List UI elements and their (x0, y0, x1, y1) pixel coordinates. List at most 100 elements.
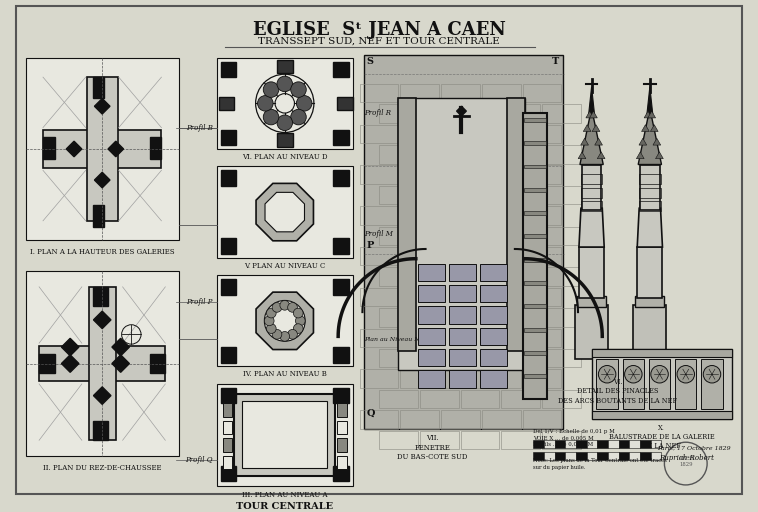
Bar (418, 370, 445, 388)
Polygon shape (112, 338, 130, 356)
Bar (217, 166, 352, 258)
Circle shape (703, 366, 721, 383)
Bar (92, 77, 104, 98)
Bar (501, 267, 540, 286)
Bar (701, 359, 722, 409)
Bar (639, 174, 660, 184)
Bar (441, 84, 480, 102)
Bar (221, 279, 236, 294)
Bar (420, 431, 459, 449)
Text: Plan au Niveau N: Plan au Niveau N (365, 337, 420, 342)
Text: VII.
FENETRE
DU BAS-COTE SUD: VII. FENETRE DU BAS-COTE SUD (397, 435, 468, 461)
Text: IV. PLAN AU NIVEAU B: IV. PLAN AU NIVEAU B (243, 370, 327, 378)
Bar (461, 227, 500, 245)
Bar (482, 247, 521, 266)
Polygon shape (653, 138, 661, 145)
Bar (359, 206, 399, 225)
Circle shape (291, 109, 306, 125)
Bar (542, 186, 581, 204)
Bar (591, 349, 732, 357)
Polygon shape (108, 141, 124, 157)
Bar (420, 104, 459, 123)
Text: I. PLAN A LA HAUTEUR DES GALERIES: I. PLAN A LA HAUTEUR DES GALERIES (30, 248, 174, 256)
Bar (449, 285, 476, 303)
Polygon shape (61, 355, 79, 372)
Bar (150, 137, 161, 159)
Text: Profil M: Profil M (365, 230, 393, 239)
Bar (359, 165, 399, 184)
Bar (461, 349, 500, 368)
Text: S: S (366, 57, 374, 66)
Bar (524, 258, 546, 262)
Bar (223, 421, 232, 435)
Circle shape (263, 82, 279, 97)
Bar (337, 97, 352, 110)
Bar (524, 328, 546, 332)
Bar (379, 104, 418, 123)
Bar (277, 134, 293, 147)
Circle shape (665, 442, 707, 485)
Bar (217, 275, 352, 367)
Bar (480, 328, 507, 345)
Bar (501, 104, 540, 123)
Bar (334, 130, 349, 145)
Bar (221, 465, 236, 481)
Bar (581, 201, 603, 211)
Bar (359, 247, 399, 266)
Polygon shape (579, 208, 604, 247)
Bar (576, 452, 587, 460)
Text: T: T (552, 57, 559, 66)
Bar (449, 264, 476, 281)
Bar (221, 61, 236, 77)
Bar (482, 125, 521, 143)
Circle shape (288, 303, 297, 312)
Bar (482, 165, 521, 184)
Bar (577, 295, 606, 307)
Text: Paris, 17 Octobre 1829: Paris, 17 Octobre 1829 (656, 445, 730, 450)
Circle shape (272, 303, 282, 312)
Bar (441, 125, 480, 143)
Text: ARCH
1829: ARCH 1829 (678, 456, 694, 467)
Circle shape (288, 329, 297, 339)
Polygon shape (93, 311, 111, 329)
Bar (217, 58, 352, 149)
Circle shape (272, 329, 282, 339)
Bar (441, 288, 480, 306)
Bar (400, 369, 439, 388)
Polygon shape (61, 338, 79, 356)
Bar (524, 351, 546, 355)
Polygon shape (589, 87, 594, 114)
Bar (523, 410, 562, 429)
Bar (524, 304, 546, 308)
Bar (359, 369, 399, 388)
Bar (221, 170, 236, 186)
Bar (641, 164, 659, 210)
Polygon shape (95, 98, 110, 114)
Bar (223, 456, 232, 470)
Bar (637, 247, 662, 297)
Polygon shape (590, 111, 597, 118)
Bar (482, 206, 521, 225)
Bar (461, 390, 500, 408)
Bar (400, 165, 439, 184)
Bar (334, 279, 349, 294)
Bar (634, 305, 666, 359)
Bar (597, 440, 608, 448)
Text: P: P (366, 241, 374, 250)
Bar (587, 452, 597, 460)
Bar (449, 306, 476, 324)
Bar (581, 188, 603, 198)
Bar (223, 403, 232, 417)
Bar (449, 370, 476, 388)
Circle shape (293, 308, 303, 318)
Bar (524, 188, 546, 191)
Bar (581, 174, 603, 184)
Polygon shape (93, 387, 111, 404)
Text: Profil P: Profil P (186, 298, 213, 306)
Bar (507, 98, 525, 351)
Bar (523, 165, 562, 184)
Bar (576, 440, 587, 448)
Circle shape (296, 96, 312, 111)
Bar (582, 164, 601, 210)
Bar (221, 238, 236, 254)
